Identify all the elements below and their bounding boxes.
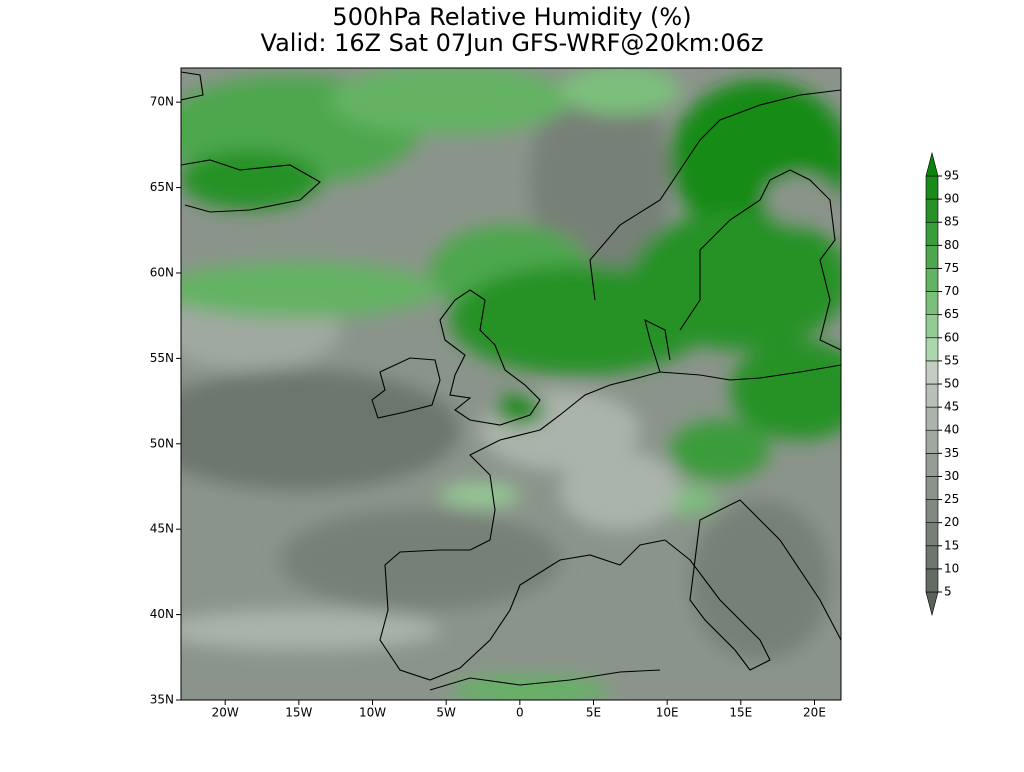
colorbar-label: 5	[944, 585, 952, 599]
y-tick-label: 45N	[150, 522, 174, 536]
y-tick-label: 65N	[150, 180, 174, 194]
y-tick-label: 55N	[150, 351, 174, 365]
x-tick-label: 15W	[285, 706, 312, 720]
colorbar-label: 10	[944, 561, 959, 575]
map-frame	[180, 67, 842, 701]
colorbar-label: 75	[944, 261, 959, 275]
title-line: 500hPa Relative Humidity (%)	[332, 3, 691, 31]
colorbar-label: 35	[944, 446, 959, 460]
x-tick-label: 20E	[803, 706, 826, 720]
x-tick-label: 20W	[212, 706, 239, 720]
x-tick-label: 15E	[729, 706, 752, 720]
title-line: Valid: 16Z Sat 07Jun GFS-WRF@20km:06z	[261, 29, 764, 57]
colorbar-end	[925, 591, 939, 617]
y-tick-label: 40N	[150, 607, 174, 621]
colorbar-label: 40	[944, 423, 959, 437]
colorbar-box	[925, 337, 939, 362]
colorbar-box	[925, 360, 939, 385]
x-tick-label: 5E	[586, 706, 601, 720]
colorbar-end	[925, 151, 939, 177]
colorbar-label: 15	[944, 538, 959, 552]
colorbar-label: 85	[944, 215, 959, 229]
y-tick-label: 70N	[150, 95, 174, 109]
x-tick-label: 10W	[359, 706, 386, 720]
colorbar-box	[925, 406, 939, 431]
colorbar-box	[925, 291, 939, 315]
colorbar-label: 30	[944, 469, 959, 483]
colorbar-box	[925, 175, 939, 200]
colorbar-box	[925, 314, 939, 339]
colorbar: 5 10 15 20 25 30 35 40 45 50 55 60 65 70 75 80 85 90 95	[925, 151, 959, 617]
colorbar-box	[925, 268, 939, 292]
colorbar-box	[925, 453, 939, 477]
colorbar-box	[925, 245, 939, 269]
humidity-field	[181, 68, 841, 700]
colorbar-box	[925, 545, 939, 570]
x-tick-label: 10E	[656, 706, 679, 720]
colorbar-label: 25	[944, 492, 959, 506]
colorbar-box	[925, 499, 939, 523]
colorbar-box	[925, 221, 939, 246]
colorbar-box	[925, 476, 939, 500]
x-tick-label: 5W	[436, 706, 456, 720]
colorbar-label: 90	[944, 192, 959, 206]
colorbar-label: 95	[944, 169, 959, 183]
colorbar-box	[925, 522, 939, 547]
y-tick-label: 60N	[150, 265, 174, 279]
colorbar-label: 55	[944, 353, 959, 367]
coastlines	[181, 71, 841, 691]
colorbar-box	[925, 429, 939, 454]
y-tick-label: 50N	[150, 436, 174, 450]
colorbar-label: 45	[944, 400, 959, 414]
colorbar-box	[925, 383, 939, 408]
x-tick-label: 0	[516, 706, 524, 720]
colorbar-label: 50	[944, 377, 959, 391]
y-tick-label: 35N	[150, 693, 174, 707]
colorbar-label: 60	[944, 330, 959, 344]
colorbar-box	[925, 198, 939, 223]
colorbar-label: 70	[944, 284, 959, 298]
colorbar-box	[925, 568, 939, 593]
colorbar-label: 65	[944, 307, 959, 321]
colorbar-label: 80	[944, 238, 959, 252]
colorbar-label: 20	[944, 515, 959, 529]
